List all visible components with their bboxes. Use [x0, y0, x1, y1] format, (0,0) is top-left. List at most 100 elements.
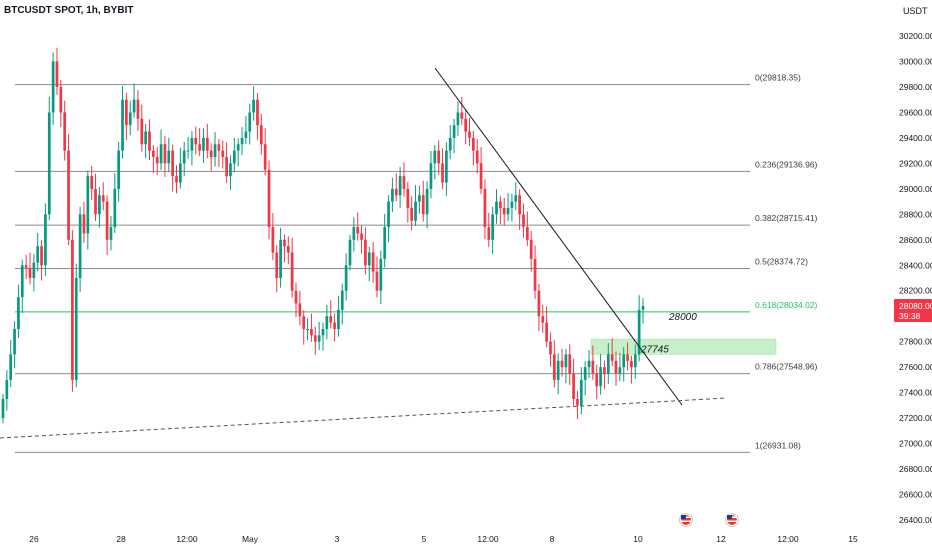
candle-body-86	[333, 322, 336, 329]
candle-body-78	[302, 316, 306, 329]
candle-body-11	[44, 214, 47, 266]
candle-body-145	[560, 360, 564, 368]
x-tick-label: 12:00	[176, 534, 198, 544]
fib-label-0: 0(29818.35)	[755, 73, 801, 83]
candle-body-21	[82, 214, 86, 234]
x-tick-label: 5	[422, 534, 427, 544]
candle-body-36	[140, 118, 144, 145]
candle-body-56	[217, 144, 221, 151]
candle-body-73	[283, 239, 286, 247]
candle-body-127	[491, 214, 494, 240]
fib-label-1: 1(26931.08)	[755, 440, 801, 450]
candle-body-158	[610, 354, 614, 361]
candle-body-155	[599, 367, 602, 387]
candle-body-1	[5, 379, 9, 399]
candle-body-151	[583, 367, 587, 380]
price-annotations: 28000 27745	[640, 312, 697, 355]
x-tick-label: 3	[335, 534, 340, 544]
candle-body-51	[198, 144, 201, 151]
candle-body-71	[275, 252, 279, 278]
y-tick-label: 27400.00	[899, 388, 932, 398]
trendlines	[0, 67, 728, 439]
candle-body-107	[414, 201, 417, 221]
price-axis[interactable]: USDT 26400.00 26600.00 26800.00 27000.00 2720…	[899, 6, 932, 525]
fib-label-0.618: 0.618(28034.02)	[755, 300, 818, 310]
candle-body-32	[125, 99, 128, 126]
candle-body-19	[74, 278, 78, 380]
candle-body-131	[506, 207, 510, 215]
candle-body-109	[421, 195, 425, 215]
flag-stripe	[681, 520, 691, 522]
candle-body-26	[101, 195, 105, 202]
descending-trendline	[434, 67, 683, 406]
candle-body-39	[152, 150, 155, 157]
candle-body-24	[94, 188, 97, 215]
candlesticks	[1, 47, 645, 424]
candle-body-53	[205, 137, 209, 151]
economic-events[interactable]	[679, 513, 739, 527]
candle-body-18	[71, 239, 74, 380]
candle-body-12	[47, 112, 51, 215]
fib-label-0.382: 0.382(28715.41)	[755, 213, 818, 223]
y-tick-label: 27200.00	[899, 413, 932, 423]
candle-body-52	[202, 137, 205, 151]
candle-body-0	[1, 399, 5, 419]
candle-body-82	[317, 335, 321, 342]
candle-body-81	[313, 335, 317, 342]
candle-body-76	[294, 290, 298, 304]
candle-body-89	[344, 265, 348, 291]
candle-body-144	[556, 360, 560, 380]
candle-body-116	[448, 137, 452, 151]
current-price-label: 28080.00	[899, 301, 932, 311]
candle-body-64	[248, 112, 252, 132]
candle-body-44	[171, 150, 174, 177]
candle-body-16	[63, 112, 67, 151]
candle-body-143	[552, 354, 556, 380]
y-tick-label: 28600.00	[899, 235, 932, 245]
x-tick-label: 10	[633, 534, 643, 544]
time-axis[interactable]: 26 28 12:00 May 3 5 12:00 8 10 12 12:00 15	[29, 534, 858, 544]
flag-canton	[681, 515, 686, 519]
candle-body-69	[267, 169, 271, 228]
candle-body-48	[186, 150, 190, 152]
y-tick-label: 29800.00	[899, 82, 932, 92]
candle-body-45	[175, 176, 178, 183]
y-tick-label: 28200.00	[899, 286, 932, 296]
y-tick-label: 29400.00	[899, 133, 932, 143]
y-tick-label: 27800.00	[899, 337, 932, 347]
x-tick-label: 12	[716, 534, 726, 544]
candle-body-119	[460, 112, 464, 119]
candle-body-85	[329, 316, 333, 323]
candle-body-70	[271, 227, 275, 253]
candle-body-92	[356, 227, 360, 234]
candle-body-41	[159, 144, 163, 164]
candle-body-122	[472, 137, 475, 151]
candle-body-163	[630, 360, 633, 368]
candle-body-2	[9, 354, 13, 380]
candle-body-43	[167, 150, 171, 164]
candle-body-25	[98, 195, 101, 215]
y-tick-label: 29600.00	[899, 107, 932, 117]
candle-body-50	[194, 137, 198, 145]
candle-body-42	[163, 144, 167, 164]
candle-body-83	[321, 328, 325, 336]
candle-body-160	[618, 367, 622, 374]
y-tick-label: 26400.00	[899, 515, 932, 525]
candle-body-75	[290, 252, 294, 291]
candle-body-34	[132, 99, 136, 113]
candle-body-87	[337, 309, 340, 329]
candle-body-13	[51, 61, 55, 113]
axis-unit-label: USDT	[903, 6, 928, 16]
candle-body-118	[456, 112, 460, 126]
candle-body-23	[90, 176, 94, 189]
candle-body-65	[252, 99, 255, 113]
annotation-27745: 27745	[640, 345, 669, 356]
candle-body-95	[367, 252, 371, 266]
candle-body-113	[437, 150, 441, 164]
candle-body-124	[479, 163, 483, 189]
candle-body-72	[279, 239, 282, 278]
fib-label-0.786: 0.786(27548.96)	[755, 362, 818, 372]
candle-body-61	[236, 144, 240, 151]
candle-body-62	[240, 137, 244, 145]
